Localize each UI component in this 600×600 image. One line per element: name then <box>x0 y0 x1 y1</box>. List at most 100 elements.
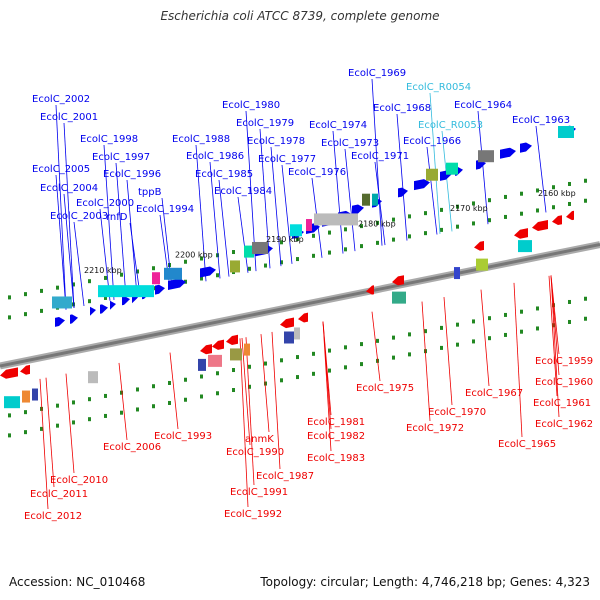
gene-label[interactable]: EcolC_2011 <box>30 489 88 500</box>
gene-label[interactable]: anmK <box>245 434 274 445</box>
forward-gene-arrow <box>70 314 78 324</box>
gene-label[interactable]: tppB <box>138 187 162 198</box>
feature-block <box>306 219 312 232</box>
gene-label[interactable]: EcolC_2006 <box>103 442 161 453</box>
feature-block <box>362 193 370 206</box>
forward-gene-arrow <box>500 147 516 159</box>
accession-text: Accession: NC_010468 <box>9 575 146 589</box>
feature-block <box>230 348 242 361</box>
gene-label[interactable]: EcolC_1987 <box>256 471 314 482</box>
gene-label[interactable]: EcolC_1974 <box>309 120 367 131</box>
leader-line <box>129 222 141 295</box>
gene-label[interactable]: EcolC_1970 <box>428 407 486 418</box>
gene-label[interactable]: EcolC_2004 <box>40 183 98 194</box>
gene-label[interactable]: EcolC_2003 <box>50 211 108 222</box>
leader-line <box>259 128 271 269</box>
feature-block <box>98 285 154 298</box>
leader-line <box>513 282 523 438</box>
gene-label[interactable]: EcolC_R0053 <box>418 120 483 131</box>
gene-label[interactable]: EcolC_1966 <box>403 136 461 147</box>
forward-gene-arrow <box>476 159 486 170</box>
scale-tick-label: 2170 kbp <box>450 204 488 213</box>
feature-block <box>294 327 300 340</box>
map-title: Escherichia coli ATCC 8739, complete gen… <box>160 9 440 23</box>
reverse-gene-arrow <box>200 344 212 355</box>
gene-label[interactable]: EcolC_1971 <box>351 151 409 162</box>
leader-line <box>118 362 128 441</box>
gene-label[interactable]: EcolC_1963 <box>512 115 570 126</box>
gene-label[interactable]: EcolC_1998 <box>80 134 138 145</box>
feature-block <box>252 241 268 254</box>
leader-line <box>55 104 67 310</box>
gene-label[interactable]: EcolC_1997 <box>92 152 150 163</box>
leader-line <box>426 146 438 235</box>
gene-label[interactable]: EcolC_R0054 <box>406 82 471 93</box>
leader-line <box>429 92 441 234</box>
gene-label[interactable]: EcolC_1981 <box>307 417 365 428</box>
feature-block <box>32 388 38 401</box>
reverse-gene-arrow <box>514 228 528 239</box>
gene-label[interactable]: EcolC_1993 <box>154 431 212 442</box>
gene-label[interactable]: EcolC_2012 <box>24 511 82 522</box>
scale-tick-label: 2190 kbp <box>266 235 304 244</box>
gene-label[interactable]: EcolC_1986 <box>186 151 244 162</box>
leader-line <box>443 297 453 406</box>
leader-line <box>344 148 356 252</box>
leader-line <box>270 146 282 267</box>
leader-line <box>218 179 230 277</box>
gene-label[interactable]: EcolC_1991 <box>230 487 288 498</box>
gene-label[interactable]: EcolC_1964 <box>454 100 512 111</box>
gene-label[interactable]: EcolC_2001 <box>40 112 98 123</box>
reverse-gene-arrow <box>552 215 562 226</box>
gene-label[interactable]: EcolC_2010 <box>50 475 108 486</box>
gene-label[interactable]: EcolC_2005 <box>32 164 90 175</box>
gene-label[interactable]: EcolC_1992 <box>224 509 282 520</box>
gene-label[interactable]: EcolC_1967 <box>465 388 523 399</box>
gene-label[interactable]: EcolC_1983 <box>307 453 365 464</box>
gene-label[interactable]: EcolC_1988 <box>172 134 230 145</box>
gene-label[interactable]: EcolC_1973 <box>321 138 379 149</box>
gene-label[interactable]: EcolC_1962 <box>535 419 593 430</box>
gene-label[interactable]: EcolC_1972 <box>406 423 464 434</box>
gene-label[interactable]: EcolC_1984 <box>214 186 272 197</box>
leader-line <box>73 221 85 307</box>
gene-label[interactable]: EcolC_1979 <box>236 118 294 129</box>
leader-line <box>45 377 55 488</box>
gene-label[interactable]: EcolC_2000 <box>76 198 134 209</box>
gene-label[interactable]: EcolC_1982 <box>307 431 365 442</box>
leader-line <box>65 373 75 474</box>
feature-block <box>208 354 222 367</box>
forward-gene-arrow <box>352 204 364 215</box>
gene-label[interactable]: EcolC_1965 <box>498 439 556 450</box>
gene-label[interactable]: EcolC_1977 <box>258 154 316 165</box>
scale-tick-label: 2200 kbp <box>175 251 213 260</box>
feature-block <box>314 213 358 226</box>
gene-label[interactable]: EcolC_1968 <box>373 103 431 114</box>
leader-line <box>421 301 431 422</box>
gene-label[interactable]: EcolC_1960 <box>535 377 593 388</box>
gene-label[interactable]: EcolC_2002 <box>32 94 90 105</box>
gene-label[interactable]: EcolC_1985 <box>195 169 253 180</box>
leader-line <box>332 130 344 254</box>
gene-label[interactable]: EcolC_1990 <box>226 447 284 458</box>
gene-label[interactable]: EcolC_1994 <box>136 204 194 215</box>
gene-label[interactable]: rnfD <box>106 212 128 223</box>
leader-line <box>237 196 249 273</box>
scale-ticks: 2160 kbp 2170 kbp 2180 kbp 2190 kbp 2200 kbp… <box>84 189 576 275</box>
gene-label[interactable]: EcolC_1975 <box>356 383 414 394</box>
gene-label[interactable]: EcolC_1959 <box>535 356 593 367</box>
gene-label[interactable]: EcolC_1980 <box>222 100 280 111</box>
reverse-gene-arrow <box>212 339 224 350</box>
feature-block <box>244 245 254 258</box>
gene-label[interactable]: EcolC_1969 <box>348 68 406 79</box>
scale-tick-label: 2180 kbp <box>358 220 396 229</box>
leader-line <box>374 161 386 246</box>
gene-label[interactable]: EcolC_1976 <box>288 167 346 178</box>
gene-label[interactable]: EcolC_1978 <box>247 136 305 147</box>
reverse-gene-arrow <box>280 317 294 329</box>
gene-label[interactable]: EcolC_1961 <box>533 398 591 409</box>
gene-label[interactable]: EcolC_1996 <box>103 169 161 180</box>
topology-text: Topology: circular; Length: 4,746,218 bp… <box>260 575 590 589</box>
feature-block <box>446 162 458 175</box>
